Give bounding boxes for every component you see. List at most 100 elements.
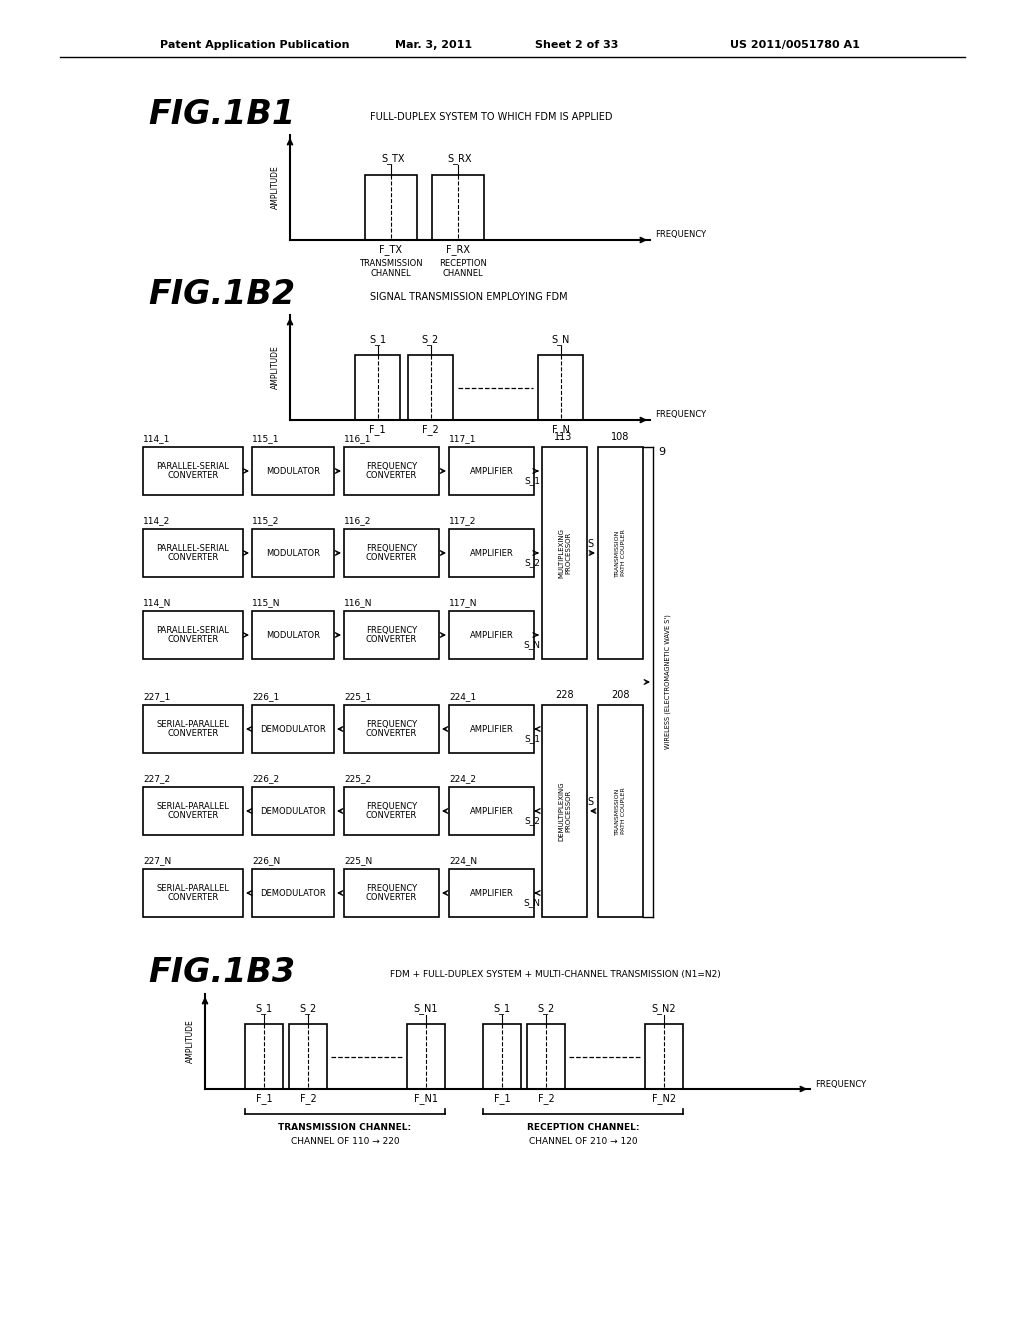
Bar xyxy=(598,705,643,917)
Text: RECEPTION CHANNEL:: RECEPTION CHANNEL: xyxy=(526,1123,639,1133)
Text: TRANSMISSION: TRANSMISSION xyxy=(359,259,423,268)
Text: TRANSMISSION
PATH COUPLER: TRANSMISSION PATH COUPLER xyxy=(615,529,626,577)
Bar xyxy=(143,611,243,659)
Text: 225_1: 225_1 xyxy=(344,693,372,701)
Bar xyxy=(449,529,534,577)
Text: S_1: S_1 xyxy=(524,477,540,486)
Text: FREQUENCY: FREQUENCY xyxy=(366,544,417,553)
Text: 113: 113 xyxy=(554,432,572,442)
Text: 225_2: 225_2 xyxy=(344,775,371,784)
Bar xyxy=(344,705,439,752)
Text: SERIAL-PARALLEL: SERIAL-PARALLEL xyxy=(157,884,229,894)
Text: AMPLIFIER: AMPLIFIER xyxy=(470,549,513,557)
Text: 114_2: 114_2 xyxy=(143,516,170,525)
Text: SIGNAL TRANSMISSION EMPLOYING FDM: SIGNAL TRANSMISSION EMPLOYING FDM xyxy=(370,292,567,302)
Bar xyxy=(407,1024,445,1089)
Text: CHANNEL OF 110 → 220: CHANNEL OF 110 → 220 xyxy=(291,1137,399,1146)
Text: US 2011/0051780 A1: US 2011/0051780 A1 xyxy=(730,40,860,50)
Bar xyxy=(408,355,453,420)
Text: 227_1: 227_1 xyxy=(143,693,170,701)
Text: TRANSMISSION CHANNEL:: TRANSMISSION CHANNEL: xyxy=(279,1123,412,1133)
Text: Patent Application Publication: Patent Application Publication xyxy=(160,40,349,50)
Text: WIRELESS (ELECTROMAGNETIC WAVE S'): WIRELESS (ELECTROMAGNETIC WAVE S') xyxy=(665,615,672,750)
Bar xyxy=(143,529,243,577)
Bar xyxy=(449,447,534,495)
Text: FREQUENCY: FREQUENCY xyxy=(366,884,417,894)
Bar xyxy=(252,869,334,917)
Text: 116_1: 116_1 xyxy=(344,434,372,444)
Text: S_1: S_1 xyxy=(369,334,386,346)
Text: 226_N: 226_N xyxy=(252,857,281,866)
Text: F_1: F_1 xyxy=(370,425,386,436)
Bar xyxy=(542,705,587,917)
Bar xyxy=(252,787,334,836)
Bar xyxy=(344,787,439,836)
Text: CONVERTER: CONVERTER xyxy=(167,553,219,562)
Bar xyxy=(538,355,583,420)
Bar xyxy=(365,176,417,240)
Text: FREQUENCY: FREQUENCY xyxy=(366,462,417,471)
Text: CONVERTER: CONVERTER xyxy=(366,810,417,820)
Text: 227_2: 227_2 xyxy=(143,775,170,784)
Text: S_1: S_1 xyxy=(494,1003,511,1015)
Text: 224_N: 224_N xyxy=(449,857,477,866)
Bar xyxy=(449,869,534,917)
Bar xyxy=(449,787,534,836)
Bar xyxy=(527,1024,565,1089)
Bar xyxy=(645,1024,683,1089)
Text: F_1: F_1 xyxy=(494,1093,510,1105)
Text: 116_N: 116_N xyxy=(344,598,373,607)
Text: FULL-DUPLEX SYSTEM TO WHICH FDM IS APPLIED: FULL-DUPLEX SYSTEM TO WHICH FDM IS APPLI… xyxy=(370,112,612,121)
Text: FREQUENCY: FREQUENCY xyxy=(655,231,707,239)
Text: 108: 108 xyxy=(611,432,630,442)
Bar xyxy=(252,705,334,752)
Text: 114_N: 114_N xyxy=(143,598,171,607)
Text: MULTIPLEXING
PROCESSOR: MULTIPLEXING PROCESSOR xyxy=(558,528,571,578)
Text: DEMODULATOR: DEMODULATOR xyxy=(260,888,326,898)
Text: CONVERTER: CONVERTER xyxy=(167,729,219,738)
Bar xyxy=(143,447,243,495)
Text: S_RX: S_RX xyxy=(447,153,472,165)
Text: AMPLIFIER: AMPLIFIER xyxy=(470,725,513,734)
Text: 227_N: 227_N xyxy=(143,857,171,866)
Text: FIG.1B2: FIG.1B2 xyxy=(148,279,295,312)
Text: 116_2: 116_2 xyxy=(344,516,372,525)
Text: CONVERTER: CONVERTER xyxy=(366,729,417,738)
Bar xyxy=(344,611,439,659)
Text: CONVERTER: CONVERTER xyxy=(167,810,219,820)
Text: F_2: F_2 xyxy=(538,1093,554,1105)
Text: DEMODULATOR: DEMODULATOR xyxy=(260,725,326,734)
Text: 115_1: 115_1 xyxy=(252,434,280,444)
Text: F_TX: F_TX xyxy=(380,244,402,256)
Text: S_N2: S_N2 xyxy=(651,1003,676,1015)
Bar xyxy=(344,529,439,577)
Text: 114_1: 114_1 xyxy=(143,434,170,444)
Text: CONVERTER: CONVERTER xyxy=(366,892,417,902)
Text: F_1: F_1 xyxy=(256,1093,272,1105)
Text: CHANNEL OF 210 → 120: CHANNEL OF 210 → 120 xyxy=(528,1137,637,1146)
Text: S: S xyxy=(587,797,593,807)
Text: FREQUENCY: FREQUENCY xyxy=(655,411,707,420)
Bar xyxy=(483,1024,521,1089)
Text: 226_2: 226_2 xyxy=(252,775,280,784)
Text: S_1: S_1 xyxy=(255,1003,272,1015)
Bar xyxy=(542,447,587,659)
Text: S_N1: S_N1 xyxy=(414,1003,438,1015)
Bar xyxy=(344,447,439,495)
Text: F_2: F_2 xyxy=(300,1093,316,1105)
Text: Mar. 3, 2011: Mar. 3, 2011 xyxy=(395,40,472,50)
Bar xyxy=(252,447,334,495)
Text: S: S xyxy=(587,539,593,549)
Text: AMPLITUDE: AMPLITUDE xyxy=(185,1019,195,1064)
Text: AMPLIFIER: AMPLIFIER xyxy=(470,888,513,898)
Bar xyxy=(598,447,643,659)
Text: FIG.1B1: FIG.1B1 xyxy=(148,99,295,132)
Text: 224_2: 224_2 xyxy=(449,775,476,784)
Text: DEMULTIPLEXING
PROCESSOR: DEMULTIPLEXING PROCESSOR xyxy=(558,781,571,841)
Text: FREQUENCY: FREQUENCY xyxy=(366,803,417,812)
Text: CHANNEL: CHANNEL xyxy=(371,268,412,277)
Text: 117_1: 117_1 xyxy=(449,434,476,444)
Text: CHANNEL: CHANNEL xyxy=(442,268,483,277)
Text: F_2: F_2 xyxy=(422,425,439,436)
Text: CONVERTER: CONVERTER xyxy=(167,892,219,902)
